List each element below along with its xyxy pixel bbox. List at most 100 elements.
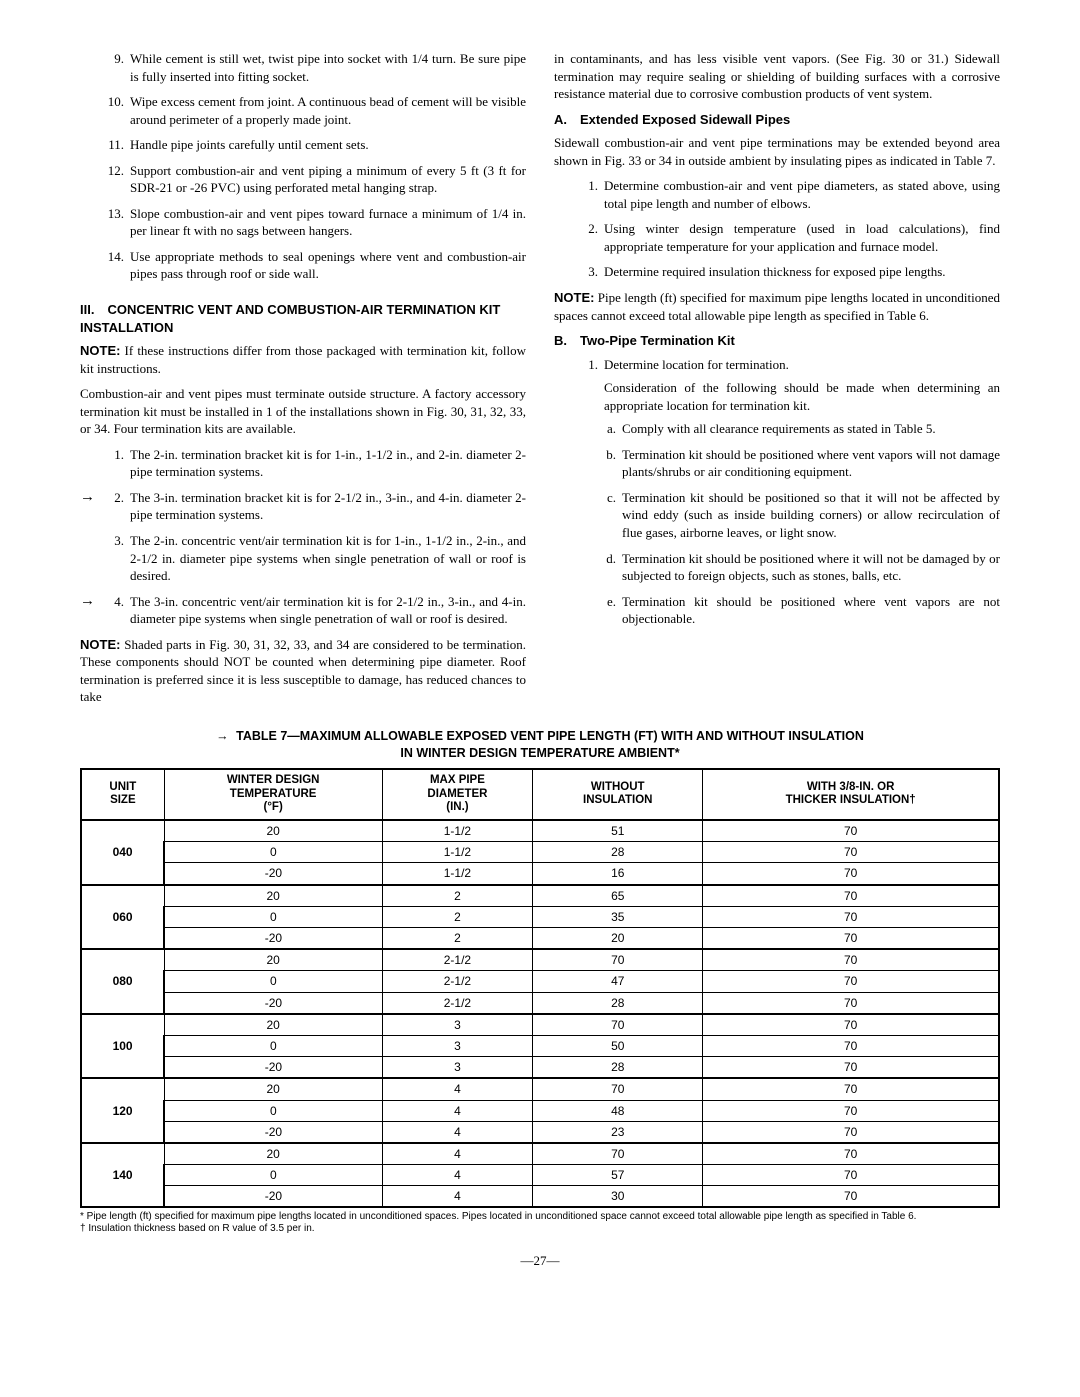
note-text: Shaded parts in Fig. 30, 31, 32, 33, and… — [80, 637, 526, 705]
table-cell: 70 — [703, 1165, 999, 1186]
list-item: 2.Using winter design temperature (used … — [582, 220, 1000, 255]
item-text: Determine required insulation thickness … — [604, 263, 1000, 281]
list-item: d.Termination kit should be positioned w… — [604, 550, 1000, 585]
item-number: b. — [604, 446, 622, 481]
kit-list: 1.The 2-in. termination bracket kit is f… — [80, 446, 526, 636]
two-column-body: 9.While cement is still wet, twist pipe … — [80, 50, 1000, 714]
table-footnotes: * Pipe length (ft) specified for maximum… — [80, 1211, 1000, 1234]
table-cell: 70 — [703, 971, 999, 992]
unit-size-cell: 080 — [81, 949, 164, 1014]
arrow-icon — [80, 446, 100, 447]
table-cell: 20 — [164, 885, 382, 907]
table-cell: 70 — [703, 1057, 999, 1079]
table-cell: 70 — [703, 1014, 999, 1036]
note-text: Pipe length (ft) specified for maximum p… — [554, 290, 1000, 323]
item-text: Termination kit should be positioned so … — [622, 489, 1000, 542]
table-cell: 0 — [164, 1100, 382, 1121]
table-cell: 16 — [533, 863, 703, 885]
footnote-star: * Pipe length (ft) specified for maximum… — [80, 1211, 1000, 1223]
table-cell: 70 — [703, 906, 999, 927]
item-number: 1. — [100, 446, 130, 481]
numbered-list-9-14: 9.While cement is still wet, twist pipe … — [80, 50, 526, 291]
table-cell: 1-1/2 — [382, 842, 533, 863]
table-cell: 0 — [164, 971, 382, 992]
item-text: The 3-in. concentric vent/air terminatio… — [130, 593, 526, 628]
arrow-spacer — [80, 162, 100, 163]
note-text: If these instructions differ from those … — [80, 343, 526, 376]
table-title: → TABLE 7—MAXIMUM ALLOWABLE EXPOSED VENT… — [80, 728, 1000, 762]
table-cell: 70 — [703, 992, 999, 1014]
list-item: 11.Handle pipe joints carefully until ce… — [80, 136, 526, 162]
item-text: Termination kit should be positioned whe… — [622, 446, 1000, 481]
para-continuation: in contaminants, and has less visible ve… — [554, 50, 1000, 103]
item-number: 2. — [582, 220, 604, 255]
arrow-icon: → — [80, 593, 100, 609]
note-instructions: NOTE: If these instructions differ from … — [80, 342, 526, 377]
note-pipe-length: NOTE: Pipe length (ft) specified for max… — [554, 289, 1000, 324]
arrow-spacer — [80, 93, 100, 94]
table-row: -2042370 — [81, 1121, 999, 1143]
table-row: 044870 — [81, 1100, 999, 1121]
list-item: 1. Determine location for termination. C… — [582, 356, 1000, 636]
list-item: 12.Support combustion-air and vent pipin… — [80, 162, 526, 205]
arrow-icon: → — [216, 728, 229, 745]
table-cell: 70 — [703, 820, 999, 842]
table-title-line1: TABLE 7—MAXIMUM ALLOWABLE EXPOSED VENT P… — [236, 729, 864, 743]
item-text: Use appropriate methods to seal openings… — [130, 248, 526, 283]
table-cell: 3 — [382, 1035, 533, 1056]
table-cell: -20 — [164, 1057, 382, 1079]
table-cell: 0 — [164, 906, 382, 927]
item-text: The 3-in. termination bracket kit is for… — [130, 489, 526, 524]
table-cell: 65 — [533, 885, 703, 907]
table-cell: 70 — [703, 1100, 999, 1121]
table-cell: 28 — [533, 842, 703, 863]
item-number: d. — [604, 550, 622, 585]
heading-B: B. Two-Pipe Termination Kit — [554, 332, 1000, 350]
table-cell: 4 — [382, 1100, 533, 1121]
table-cell: 70 — [703, 928, 999, 950]
item-text: Termination kit should be positioned whe… — [622, 550, 1000, 585]
table-cell: 47 — [533, 971, 703, 992]
item-number: 2. — [100, 489, 130, 524]
table-cell: 2 — [382, 906, 533, 927]
table-cell: 4 — [382, 1078, 533, 1100]
table-header: WITHOUTINSULATION — [533, 769, 703, 820]
table-cell: 70 — [703, 1078, 999, 1100]
item-number: 12. — [100, 162, 130, 197]
table-header: UNITSIZE — [81, 769, 164, 820]
table-cell: 4 — [382, 1143, 533, 1165]
list-item: →4.The 3-in. concentric vent/air termina… — [80, 593, 526, 636]
table-row: 080202-1/27070 — [81, 949, 999, 971]
table-row: 01-1/22870 — [81, 842, 999, 863]
table-header: MAX PIPEDIAMETER(IN.) — [382, 769, 533, 820]
table-cell: -20 — [164, 992, 382, 1014]
table-cell: 50 — [533, 1035, 703, 1056]
unit-size-cell: 060 — [81, 885, 164, 950]
list-item: 1.The 2-in. termination bracket kit is f… — [80, 446, 526, 489]
list-B: 1. Determine location for termination. C… — [554, 356, 1000, 636]
arrow-icon: → — [80, 489, 100, 505]
list-item: 3.The 2-in. concentric vent/air terminat… — [80, 532, 526, 593]
item-number: 3. — [582, 263, 604, 281]
table-cell: 20 — [164, 1014, 382, 1036]
right-column: in contaminants, and has less visible ve… — [554, 50, 1000, 714]
list-item: 9.While cement is still wet, twist pipe … — [80, 50, 526, 93]
note-label: NOTE: — [554, 290, 594, 305]
para-A: Sidewall combustion-air and vent pipe te… — [554, 134, 1000, 169]
table-row: -2043070 — [81, 1186, 999, 1208]
item-text: Comply with all clearance requirements a… — [622, 420, 1000, 438]
table-cell: 2-1/2 — [382, 949, 533, 971]
item-number: 9. — [100, 50, 130, 85]
table-cell: 70 — [703, 842, 999, 863]
item-text: Wipe excess cement from joint. A continu… — [130, 93, 526, 128]
table-cell: 70 — [703, 1035, 999, 1056]
table-row: 1202047070 — [81, 1078, 999, 1100]
list-item: 3.Determine required insulation thicknes… — [582, 263, 1000, 281]
table-cell: 70 — [703, 1143, 999, 1165]
heading-A: A. Extended Exposed Sidewall Pipes — [554, 111, 1000, 129]
table-row: -2032870 — [81, 1057, 999, 1079]
table-cell: 4 — [382, 1165, 533, 1186]
heading-III: III. CONCENTRIC VENT AND COMBUSTION-AIR … — [80, 301, 526, 336]
item-text: Slope combustion-air and vent pipes towa… — [130, 205, 526, 240]
item-number: 3. — [100, 532, 130, 585]
